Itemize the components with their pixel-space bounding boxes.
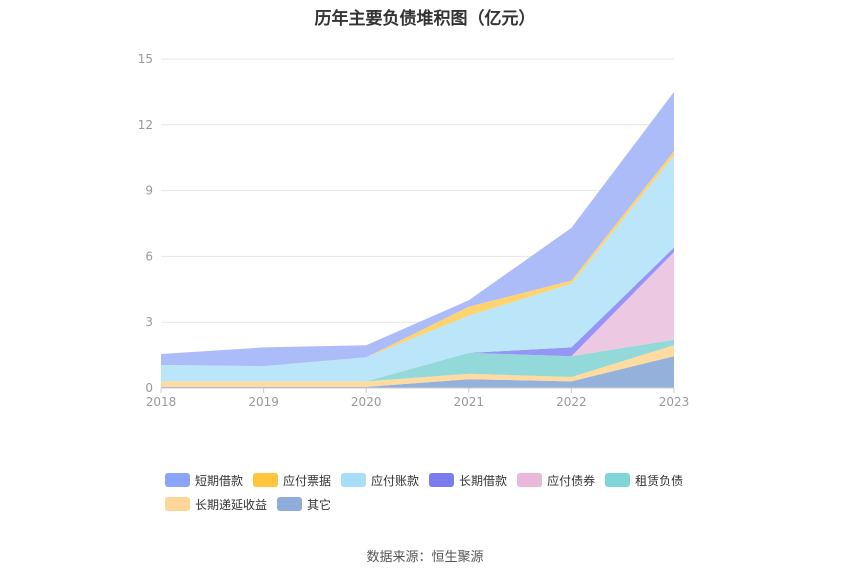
- legend-item[interactable]: 长期递延收益: [165, 496, 267, 512]
- legend-label: 短期借款: [195, 473, 244, 488]
- x-tick-label: 2023: [659, 395, 690, 409]
- legend-item[interactable]: 短期借款: [165, 472, 243, 488]
- legend-item[interactable]: 应付票据: [253, 472, 331, 488]
- legend-label: 租赁负债: [635, 473, 684, 488]
- legend-label: 应付债券: [547, 473, 596, 488]
- legend-swatch: [277, 497, 303, 511]
- legend: 短期借款 应付票据 应付账款 长期借款 应付债券 租赁负债长期递延收益 其它: [165, 472, 705, 520]
- y-tick-label: 0: [145, 381, 153, 395]
- x-tick-label: 2022: [556, 395, 587, 409]
- legend-item[interactable]: 应付账款: [341, 472, 419, 488]
- x-tick-label: 2019: [248, 395, 279, 409]
- area-series: [161, 91, 674, 388]
- x-tick-label: 2018: [146, 395, 177, 409]
- x-tick-label: 2021: [454, 395, 485, 409]
- legend-label: 长期借款: [459, 473, 508, 488]
- axes: 0 3 6 9 12 15 2018 2019 2020 2021 2022 2023: [138, 52, 690, 409]
- legend-swatch: [605, 473, 631, 487]
- data-source-note: 数据来源：恒生聚源: [366, 550, 484, 565]
- area-series-短期借款: [161, 91, 674, 367]
- legend-label: 应付账款: [371, 473, 420, 488]
- y-tick-label: 3: [145, 315, 153, 329]
- area-series-其它: [161, 356, 674, 388]
- legend-swatch: [517, 473, 543, 487]
- legend-item[interactable]: 长期借款: [429, 472, 507, 488]
- y-tick-label: 12: [138, 118, 153, 132]
- legend-item[interactable]: 应付债券: [517, 472, 595, 488]
- legend-swatch: [429, 473, 455, 487]
- legend-item[interactable]: 租赁负债: [605, 472, 683, 488]
- y-tick-label: 6: [145, 249, 153, 263]
- chart-title: 历年主要负债堆积图（亿元）: [314, 9, 536, 29]
- legend-item[interactable]: 其它: [277, 496, 331, 512]
- legend-label: 其它: [307, 497, 332, 512]
- legend-label: 应付票据: [283, 473, 332, 488]
- area-series-租赁负债: [161, 339, 674, 382]
- legend-swatch: [165, 497, 190, 511]
- legend-swatch: [341, 473, 367, 487]
- y-tick-label: 9: [145, 184, 153, 198]
- legend-swatch: [253, 473, 279, 487]
- legend-swatch: [165, 473, 190, 487]
- area-series-长期递延收益: [161, 345, 674, 387]
- legend-label: 长期递延收益: [195, 497, 268, 512]
- x-tick-label: 2020: [351, 395, 382, 409]
- area-series-应付账款: [161, 155, 674, 382]
- y-tick-label: 15: [138, 52, 153, 66]
